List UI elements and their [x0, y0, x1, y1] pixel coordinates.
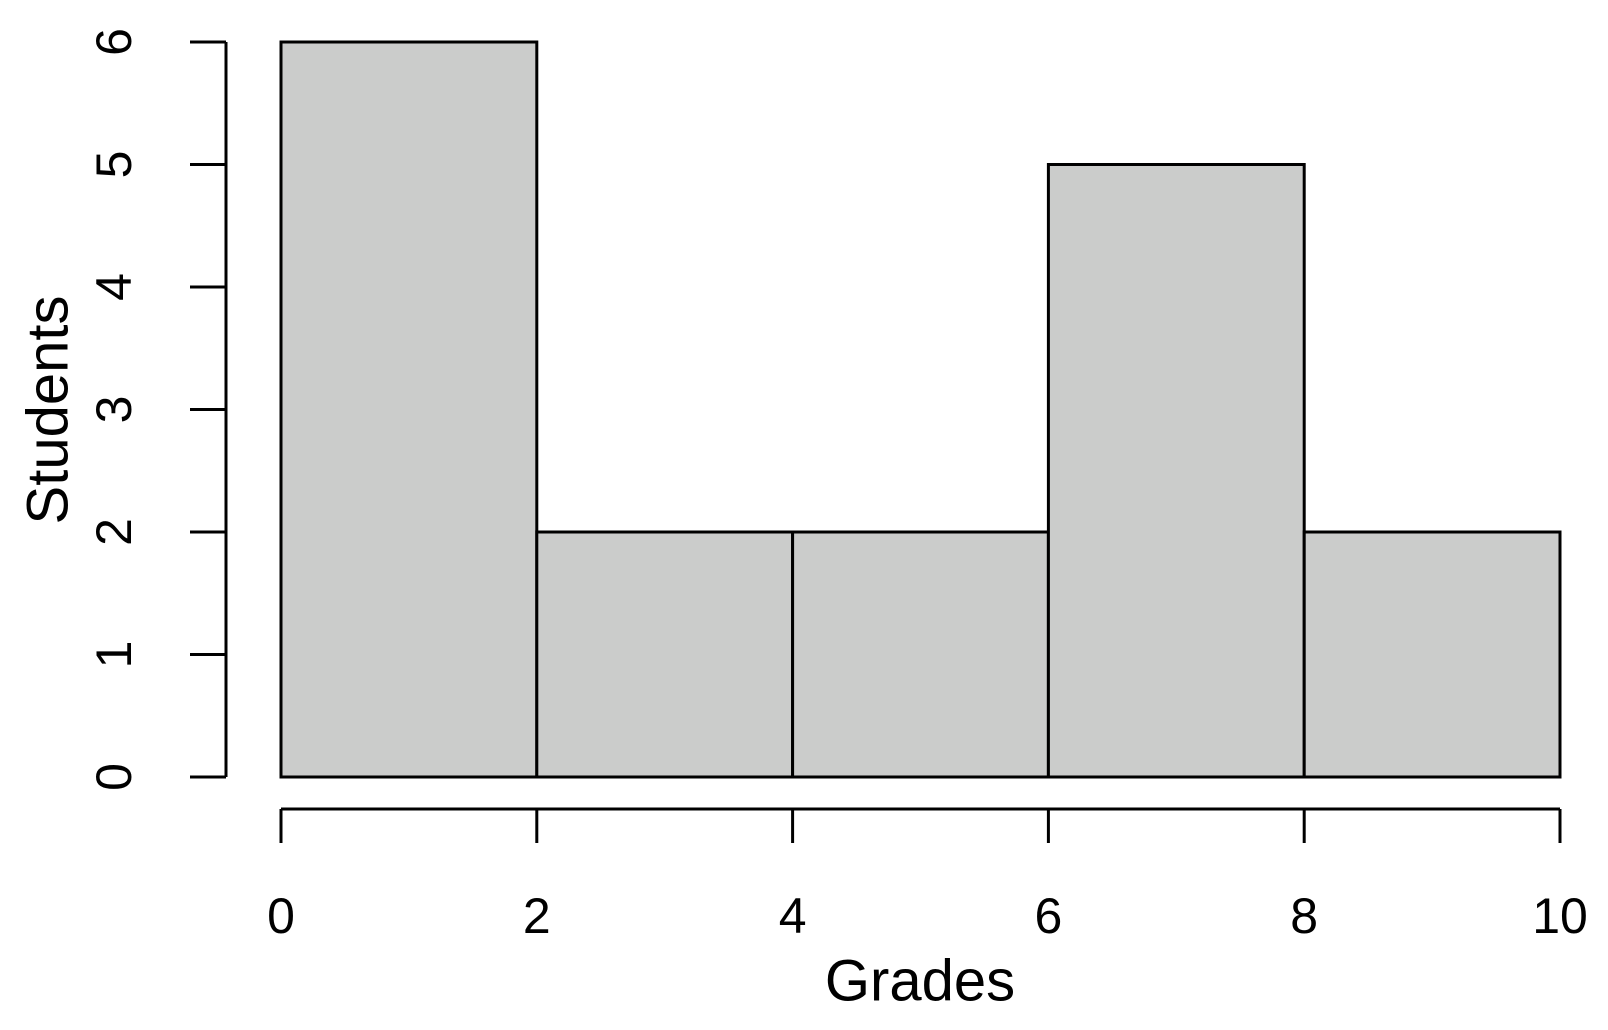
y-tick-label: 3: [86, 396, 142, 424]
y-tick-label: 5: [86, 151, 142, 179]
y-tick-label: 2: [86, 518, 142, 546]
x-tick-label: 2: [523, 888, 551, 944]
y-tick-label: 6: [86, 28, 142, 56]
x-axis-title: Grades: [825, 948, 1015, 1013]
histogram-bar: [535, 530, 795, 779]
y-tick-label: 4: [86, 273, 142, 301]
x-tick-label: 0: [267, 888, 295, 944]
x-tick-label: 8: [1290, 888, 1318, 944]
y-tick-label: 1: [86, 641, 142, 669]
x-tick-label: 6: [1034, 888, 1062, 944]
x-tick-label: 4: [779, 888, 807, 944]
histogram-bar: [791, 530, 1050, 779]
histogram-bar: [279, 40, 539, 779]
histogram-bar: [1046, 163, 1306, 779]
histogram-bar: [1302, 530, 1562, 779]
x-tick-label: 10: [1532, 888, 1588, 944]
y-tick-label: 0: [86, 763, 142, 791]
y-axis-title: Students: [15, 296, 80, 525]
